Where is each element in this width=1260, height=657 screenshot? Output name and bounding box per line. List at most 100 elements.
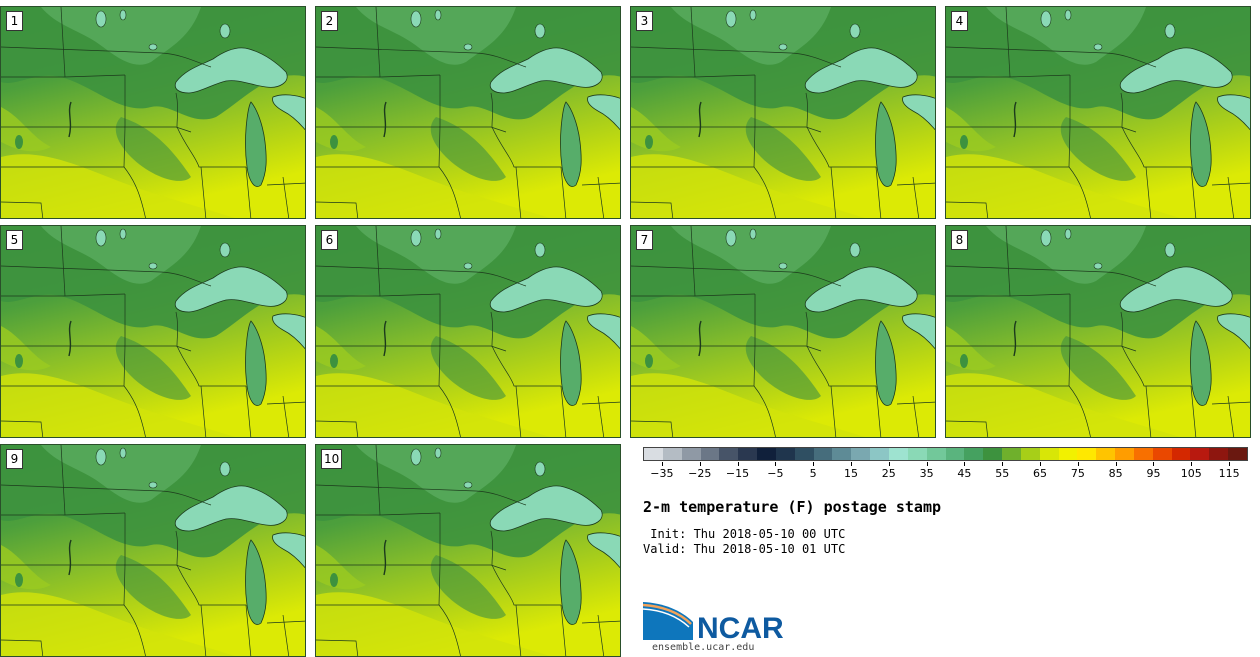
temperature-colorbar xyxy=(643,447,1248,461)
colorbar-swatch xyxy=(1209,448,1229,460)
colorbar-swatch xyxy=(738,448,758,460)
colorbar-swatch xyxy=(1096,448,1116,460)
colorbar-swatch xyxy=(926,448,946,460)
colorbar-swatch xyxy=(964,448,984,460)
member-map-panel-10: 10 xyxy=(315,444,621,657)
temperature-map xyxy=(316,445,620,656)
member-map-panel-5: 5 xyxy=(0,225,306,438)
colorbar-tick-label: 65 xyxy=(1033,467,1048,480)
colorbar-tick-mark xyxy=(1153,462,1155,466)
colorbar-swatch xyxy=(832,448,852,460)
colorbar-tick-label: 25 xyxy=(881,467,896,480)
colorbar-tick-label: 85 xyxy=(1108,467,1123,480)
colorbar-tick-label: 95 xyxy=(1146,467,1161,480)
colorbar-tick-label: −5 xyxy=(767,467,784,480)
colorbar-tick-label: −15 xyxy=(725,467,750,480)
colorbar-swatch xyxy=(1115,448,1134,460)
valid-time: Valid: Thu 2018-05-10 01 UTC xyxy=(643,542,846,556)
colorbar-swatch xyxy=(870,448,889,460)
colorbar-tick-label: −25 xyxy=(688,467,712,480)
member-number-label: 8 xyxy=(951,230,968,250)
member-map-panel-9: 9 xyxy=(0,444,306,657)
logo-url: ensemble.ucar.edu xyxy=(652,642,755,653)
colorbar-swatch xyxy=(1228,448,1247,460)
colorbar-tick-label: 115 xyxy=(1218,467,1240,480)
colorbar-tick-label: 105 xyxy=(1180,467,1202,480)
member-map-panel-1: 1 xyxy=(0,6,306,219)
member-number-label: 4 xyxy=(951,11,968,31)
colorbar-swatch xyxy=(794,448,814,460)
colorbar-swatch xyxy=(1077,448,1097,460)
colorbar-tick-mark xyxy=(1077,462,1079,466)
colorbar-tick-mark xyxy=(661,462,663,466)
temperature-map xyxy=(1,445,305,656)
member-number-label: 9 xyxy=(6,449,23,469)
temperature-map xyxy=(946,7,1250,218)
member-number-label: 2 xyxy=(321,11,338,31)
colorbar-tick-mark xyxy=(888,462,890,466)
colorbar-tick-mark xyxy=(926,462,928,466)
colorbar-swatch xyxy=(700,448,720,460)
member-map-panel-2: 2 xyxy=(315,6,621,219)
colorbar-ticks: −35 −25 −15 −5 5 15 25 35 45 55 65 75 85 95 105 115 xyxy=(643,462,1248,484)
temperature-map xyxy=(1,226,305,437)
member-number-label: 3 xyxy=(636,11,653,31)
ncar-logo: NCAR xyxy=(643,602,784,642)
colorbar-swatch xyxy=(888,448,908,460)
colorbar-tick-mark xyxy=(699,462,701,466)
member-map-panel-4: 4 xyxy=(945,6,1251,219)
colorbar-tick-mark xyxy=(1191,462,1193,466)
colorbar-swatch xyxy=(1190,448,1210,460)
colorbar-tick-mark xyxy=(1229,462,1231,466)
colorbar-swatch xyxy=(907,448,927,460)
colorbar-tick-mark xyxy=(1115,462,1117,466)
colorbar-swatch xyxy=(1020,448,1040,460)
colorbar-swatch xyxy=(1002,448,1021,460)
colorbar-swatch xyxy=(813,448,833,460)
ncar-logo-text: NCAR xyxy=(697,612,784,642)
member-map-panel-3: 3 xyxy=(630,6,936,219)
colorbar-tick-mark xyxy=(1040,462,1042,466)
member-number-label: 6 xyxy=(321,230,338,250)
colorbar-tick-label: 45 xyxy=(957,467,972,480)
colorbar-tick-label: 5 xyxy=(809,467,817,480)
member-number-label: 7 xyxy=(636,230,653,250)
colorbar-swatch xyxy=(1171,448,1191,460)
temperature-map xyxy=(946,226,1250,437)
member-number-label: 1 xyxy=(6,11,23,31)
colorbar-tick-mark xyxy=(737,462,739,466)
temperature-map xyxy=(631,226,935,437)
member-map-panel-6: 6 xyxy=(315,225,621,438)
temperature-map xyxy=(631,7,935,218)
colorbar-swatch xyxy=(644,448,663,460)
colorbar-tick-mark xyxy=(850,462,852,466)
colorbar-swatch xyxy=(1039,448,1059,460)
colorbar-tick-label: 35 xyxy=(919,467,934,480)
member-number-label: 10 xyxy=(321,449,343,469)
member-map-panel-8: 8 xyxy=(945,225,1251,438)
colorbar-tick-mark xyxy=(775,462,777,466)
temperature-map xyxy=(316,226,620,437)
colorbar-swatch xyxy=(851,448,871,460)
init-time: Init: Thu 2018-05-10 00 UTC xyxy=(643,527,846,541)
temperature-map xyxy=(1,7,305,218)
colorbar-tick-label: −35 xyxy=(650,467,674,480)
colorbar-tick-label: 15 xyxy=(843,467,858,480)
colorbar-swatch xyxy=(1133,448,1153,460)
colorbar-swatch xyxy=(757,448,776,460)
member-number-label: 5 xyxy=(6,230,23,250)
colorbar-swatch xyxy=(681,448,701,460)
colorbar-swatch xyxy=(719,448,739,460)
colorbar-tick-mark xyxy=(964,462,966,466)
colorbar-swatch xyxy=(662,448,682,460)
colorbar-tick-label: 75 xyxy=(1070,467,1085,480)
temperature-map xyxy=(316,7,620,218)
colorbar-swatch xyxy=(945,448,965,460)
colorbar-tick-mark xyxy=(1002,462,1004,466)
colorbar-tick-mark xyxy=(813,462,815,466)
colorbar-swatch xyxy=(1058,448,1078,460)
colorbar-swatch xyxy=(775,448,795,460)
colorbar-tick-label: 55 xyxy=(995,467,1010,480)
colorbar-swatch xyxy=(983,448,1003,460)
member-map-panel-7: 7 xyxy=(630,225,936,438)
